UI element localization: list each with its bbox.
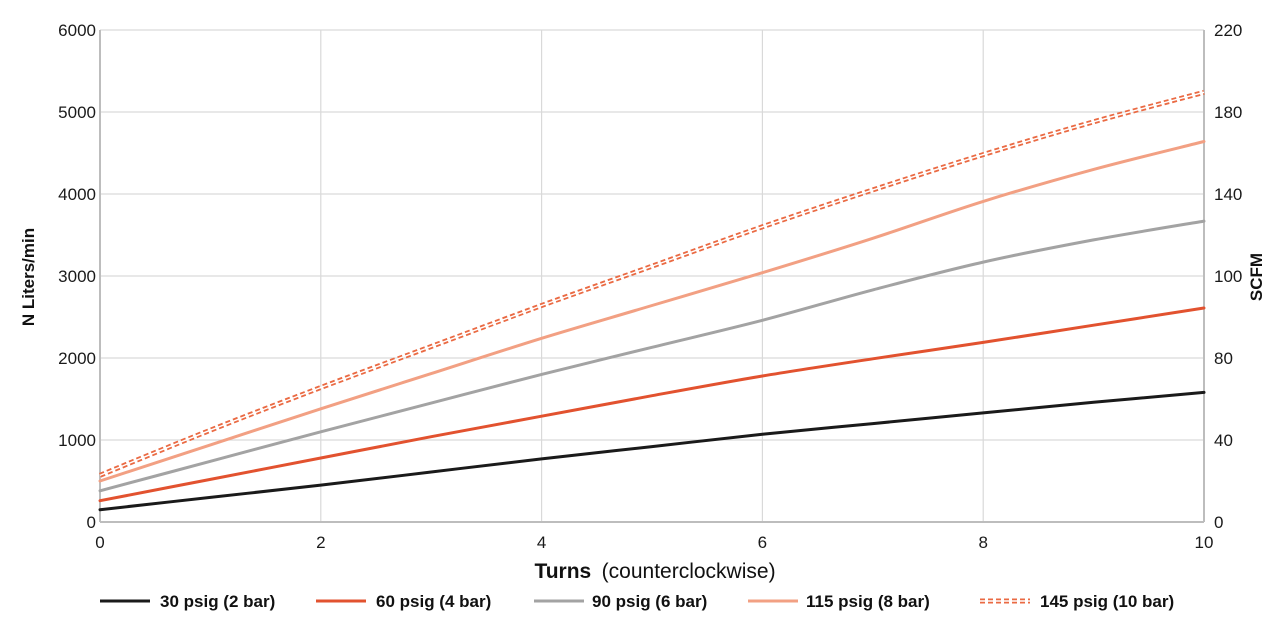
y2-tick-label: 80 [1214,349,1233,368]
legend-label: 30 psig (2 bar) [160,592,275,611]
x-tick-label: 2 [316,533,325,552]
y-tick-label: 1000 [58,431,96,450]
series-line-30-psig [98,390,1206,512]
legend-item: 145 psig (10 bar) [980,592,1174,611]
y-tick-label: 0 [87,513,96,532]
legend: 30 psig (2 bar) 60 psig (4 bar) 90 psig (6… [100,592,1174,611]
y-axis-label: N Liters/min [19,228,38,326]
series-line-90-psig [98,219,1206,493]
y-tick-label: 2000 [58,349,96,368]
legend-item: 60 psig (4 bar) [316,592,491,611]
y2-tick-label: 40 [1214,431,1233,450]
y-tick-label: 6000 [58,21,96,40]
legend-item: 90 psig (6 bar) [534,592,707,611]
x-axis-label-note: (counterclockwise) [602,560,776,583]
y-tick-label: 4000 [58,185,96,204]
y2-tick-label: 180 [1214,103,1242,122]
x-axis-label: Turns (counterclockwise) [534,560,775,583]
tick-label-layer: 0 2 4 6 8 10010002000300040005000600004080100… [58,21,1242,552]
x-axis-label-main: Turns [534,560,591,583]
legend-item: 30 psig (2 bar) [100,592,275,611]
series-layer [98,89,1206,512]
series-line-145-psig-inner [99,91,1205,476]
series-line-60-psig [98,306,1206,503]
legend-label: 60 psig (4 bar) [376,592,491,611]
x-tick-label: 0 [95,533,104,552]
y2-tick-label: 220 [1214,21,1242,40]
x-tick-label: 4 [537,533,546,552]
series-line-145-psig [99,89,1205,478]
x-tick-label: 8 [978,533,987,552]
grid-layer [100,29,1204,522]
x-tick-label: 10 [1195,533,1214,552]
y2-tick-label: 140 [1214,185,1242,204]
y2-tick-label: 100 [1214,267,1242,286]
y-tick-label: 3000 [58,267,96,286]
legend-label: 115 psig (8 bar) [806,592,930,611]
legend-label: 145 psig (10 bar) [1040,592,1174,611]
x-tick-label: 6 [758,533,767,552]
y2-axis-label: SCFM [1247,253,1266,301]
legend-item: 115 psig (8 bar) [748,592,930,611]
y2-tick-label: 0 [1214,513,1223,532]
series-line-115-psig [98,140,1206,483]
legend-label: 90 psig (6 bar) [592,592,707,611]
series-line-145-psig-dash [99,89,1205,478]
y-tick-label: 5000 [58,103,96,122]
axis-layer [99,30,1205,523]
